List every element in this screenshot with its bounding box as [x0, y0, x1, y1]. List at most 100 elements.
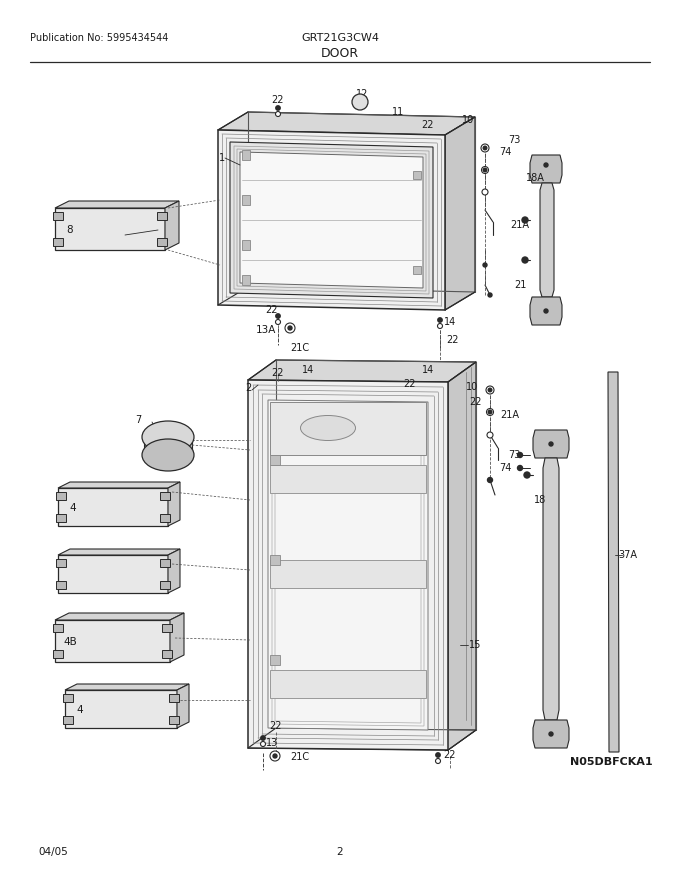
Polygon shape — [55, 201, 179, 208]
Polygon shape — [53, 238, 63, 246]
Polygon shape — [65, 690, 177, 728]
Text: 4: 4 — [77, 705, 84, 715]
Circle shape — [438, 318, 442, 322]
Text: 14: 14 — [422, 365, 434, 375]
Text: 22: 22 — [266, 305, 278, 315]
Polygon shape — [160, 514, 170, 522]
Polygon shape — [270, 555, 280, 565]
Polygon shape — [55, 613, 184, 620]
Circle shape — [522, 217, 528, 223]
Circle shape — [435, 759, 441, 764]
Polygon shape — [58, 488, 168, 526]
Polygon shape — [242, 195, 250, 205]
Circle shape — [517, 466, 522, 471]
Polygon shape — [218, 130, 445, 310]
Polygon shape — [56, 514, 66, 522]
Text: 10: 10 — [462, 115, 474, 125]
Polygon shape — [248, 728, 476, 750]
Circle shape — [437, 324, 443, 328]
Text: 22: 22 — [270, 721, 282, 731]
Text: 4: 4 — [69, 503, 76, 513]
Polygon shape — [56, 492, 66, 500]
Polygon shape — [540, 183, 554, 297]
Polygon shape — [58, 482, 180, 488]
Text: 22: 22 — [404, 379, 416, 389]
Polygon shape — [162, 624, 172, 632]
Polygon shape — [56, 559, 66, 567]
Circle shape — [270, 751, 280, 761]
Polygon shape — [65, 684, 189, 690]
Circle shape — [285, 323, 295, 333]
Circle shape — [488, 478, 492, 482]
Polygon shape — [53, 212, 63, 220]
Text: 21: 21 — [514, 280, 526, 290]
Circle shape — [436, 752, 440, 757]
Circle shape — [483, 146, 487, 150]
Polygon shape — [230, 142, 433, 298]
Polygon shape — [177, 684, 189, 728]
Circle shape — [481, 166, 488, 173]
Polygon shape — [56, 581, 66, 589]
Polygon shape — [448, 362, 476, 750]
Polygon shape — [58, 555, 168, 593]
Circle shape — [488, 388, 492, 392]
Text: DOOR: DOOR — [321, 47, 359, 60]
Ellipse shape — [142, 421, 194, 453]
Polygon shape — [63, 694, 73, 702]
Polygon shape — [157, 212, 167, 220]
Circle shape — [488, 410, 492, 414]
Text: 04/05: 04/05 — [38, 847, 68, 857]
Text: 10: 10 — [466, 382, 478, 392]
Polygon shape — [242, 275, 250, 285]
Text: 13A: 13A — [256, 325, 276, 335]
Polygon shape — [270, 465, 426, 493]
Text: 7: 7 — [135, 415, 141, 425]
Circle shape — [549, 732, 553, 736]
Text: 37A: 37A — [619, 550, 637, 560]
Text: 73: 73 — [508, 135, 520, 145]
Polygon shape — [55, 620, 170, 662]
Polygon shape — [543, 458, 559, 720]
Text: 2: 2 — [245, 383, 251, 393]
Polygon shape — [413, 266, 421, 274]
Polygon shape — [268, 400, 428, 730]
Text: 11: 11 — [392, 107, 404, 117]
Ellipse shape — [301, 415, 356, 441]
Circle shape — [288, 326, 292, 330]
Text: 73: 73 — [508, 450, 520, 460]
Circle shape — [486, 386, 494, 394]
Text: 4B: 4B — [63, 637, 77, 647]
Text: 21C: 21C — [290, 343, 309, 353]
Polygon shape — [157, 238, 167, 246]
Polygon shape — [63, 716, 73, 724]
Circle shape — [352, 94, 368, 110]
Polygon shape — [168, 482, 180, 526]
Text: 1: 1 — [219, 153, 225, 163]
Text: N05DBFCKA1: N05DBFCKA1 — [570, 757, 653, 767]
Text: 74: 74 — [499, 463, 511, 473]
Polygon shape — [270, 560, 426, 588]
Polygon shape — [169, 694, 179, 702]
Circle shape — [487, 432, 493, 438]
Polygon shape — [248, 380, 448, 750]
Polygon shape — [169, 716, 179, 724]
Ellipse shape — [142, 439, 194, 471]
Polygon shape — [530, 155, 562, 183]
Polygon shape — [53, 624, 63, 632]
Text: GRT21G3CW4: GRT21G3CW4 — [301, 33, 379, 43]
Text: 13: 13 — [266, 738, 278, 748]
Text: 12: 12 — [356, 89, 368, 99]
Text: 18A: 18A — [526, 173, 545, 183]
Text: 22: 22 — [444, 750, 456, 760]
Circle shape — [544, 163, 548, 167]
Text: 14: 14 — [302, 365, 314, 375]
Polygon shape — [160, 492, 170, 500]
Polygon shape — [270, 402, 426, 455]
Circle shape — [275, 112, 280, 116]
Polygon shape — [58, 549, 180, 555]
Circle shape — [549, 442, 553, 446]
Text: 22: 22 — [422, 120, 435, 130]
Text: 21A: 21A — [511, 220, 530, 230]
Polygon shape — [242, 240, 250, 250]
Text: 21A: 21A — [500, 410, 520, 420]
